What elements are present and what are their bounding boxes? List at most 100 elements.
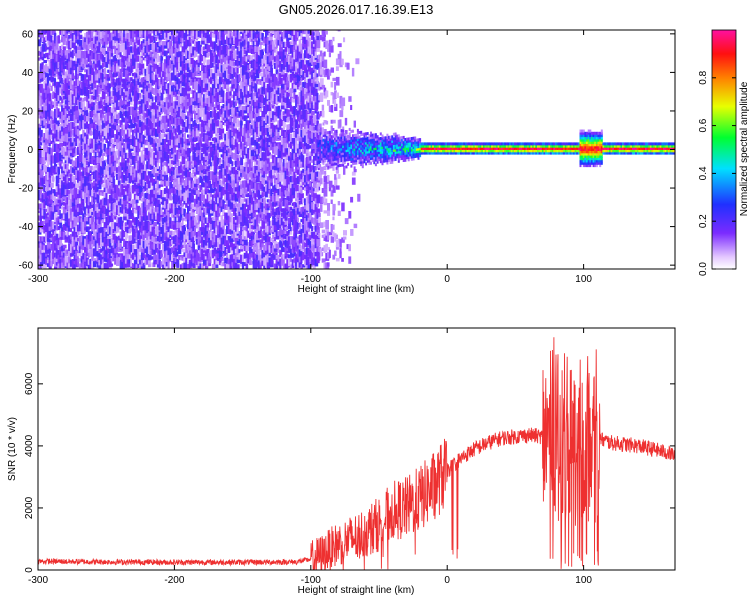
spectrogram-noise-cell <box>55 54 58 62</box>
spectrogram-noise-cell <box>62 210 67 220</box>
spectrogram-noise-cell <box>66 149 69 155</box>
spectrogram-noise-cell <box>50 35 54 43</box>
spectrogram-noise-cell <box>226 254 229 258</box>
spectrogram-noise-cell <box>103 48 106 56</box>
spectrogram-noise-cell <box>48 193 52 202</box>
spectrogram-noise-cell <box>48 155 52 162</box>
spectrogram-noise-cell <box>69 128 73 138</box>
spectrogram-noise-cell <box>45 197 49 204</box>
spectrogram-noise-cell <box>62 244 67 249</box>
spectrogram-noise-cell <box>128 100 131 104</box>
spectrogram-noise-cell <box>71 212 75 221</box>
spectrogram-noise-cell <box>75 203 79 210</box>
spectrogram-noise-cell <box>50 39 54 46</box>
spectrogram-noise-cell <box>48 147 52 155</box>
spectrogram-noise-cell <box>54 157 57 165</box>
spectrogram-noise-cell <box>45 90 48 98</box>
spectrogram-noise-cell <box>69 102 74 110</box>
spectrogram-noise-cell <box>43 208 46 216</box>
spectrogram-noise-cell <box>82 80 87 88</box>
spectrogram-noise-cell <box>85 32 90 39</box>
spectrogram-noise-cell <box>69 165 72 172</box>
spectrogram-noise-cell <box>69 59 73 68</box>
spectrogram-noise-cell <box>52 30 56 35</box>
spectrogram-noise-cell <box>59 174 63 179</box>
spectrogram-noise-cell <box>43 185 47 193</box>
spectrogram-noise-cell <box>91 131 94 135</box>
spectrogram-noise-cell <box>181 239 184 243</box>
spectrogram-noise-cell <box>77 253 81 257</box>
spectrogram-noise-cell <box>68 130 71 138</box>
spectrogram-noise-cell <box>85 257 89 267</box>
spectrogram-noise-cell <box>229 213 233 218</box>
spectrogram-noise-cell <box>89 145 93 149</box>
spectrogram-noise-cell <box>55 177 59 187</box>
spectrogram-noise-cell <box>117 137 120 143</box>
spectrogram-noise-cell <box>82 258 86 263</box>
spectrogram-noise-cell <box>71 42 75 48</box>
spectrogram-noise-cell <box>50 233 54 238</box>
chart-title: GN05.2026.017.16.39.E13 <box>279 2 434 17</box>
spectrogram-noise-cell <box>75 189 79 198</box>
spectrogram-noise-cell <box>77 156 80 162</box>
spectrogram-noise-cell <box>85 136 89 145</box>
spectrogram-noise-cell <box>43 81 46 89</box>
spectrogram-noise-cell <box>100 133 103 141</box>
spectrogram-noise-cell <box>94 98 97 104</box>
spectrogram-noise-cell <box>85 170 89 177</box>
spectrogram-noise-cell <box>93 260 97 268</box>
spectrogram-noise-cell <box>89 103 93 110</box>
spectrogram-noise-cell <box>146 189 149 194</box>
spectrogram-noise-cell <box>222 225 225 230</box>
spectrogram-noise-cell <box>98 140 102 146</box>
spectrogram-noise-cell <box>217 225 220 235</box>
spectrogram-noise-cell <box>91 30 95 33</box>
spectrogram-noise-cell <box>66 180 70 184</box>
spectrogram-noise-cell <box>82 110 86 115</box>
spectrogram-noise-cell <box>73 95 77 104</box>
spectrogram-noise-cell <box>64 235 67 240</box>
spectrogram-noise-cell <box>96 139 100 143</box>
spectrogram-noise-cell <box>98 82 102 87</box>
spectrogram-noise-cell <box>75 110 79 120</box>
spectrogram-noise-cell <box>75 45 78 54</box>
spectrogram-noise-cell <box>41 44 45 52</box>
spectrogram-noise-cell <box>93 128 96 135</box>
spectrogram-noise-cell <box>43 133 46 140</box>
spectrogram-noise-cell <box>96 53 100 61</box>
spectrogram-noise-cell <box>98 40 101 45</box>
spectrogram-noise-cell <box>96 224 100 233</box>
spectrogram-noise-cell <box>94 40 98 48</box>
spectrogram-noise-cell <box>98 225 102 233</box>
spectrogram-noise-cell <box>100 157 103 163</box>
spectrogram-noise-cell <box>73 40 76 50</box>
spectrogram-noise-cell <box>93 248 97 257</box>
spectrogram-noise-cell <box>103 30 106 35</box>
spectrogram-noise-cell <box>151 157 154 166</box>
spectrogram-noise-cell <box>64 188 69 195</box>
spectrogram-noise-cell <box>59 259 63 263</box>
spectrogram-noise-cell <box>48 68 53 76</box>
spectrogram-noise-cell <box>64 174 68 184</box>
spectrogram-noise-cell <box>142 179 145 187</box>
spectrogram-noise-cell <box>52 165 56 173</box>
spectrogram-noise-cell <box>194 81 198 91</box>
spectrogram-noise-cell <box>84 216 88 222</box>
spectrogram-noise-cell <box>77 115 80 120</box>
spectrogram-noise-cell <box>96 124 99 131</box>
spectrogram-noise-cell <box>80 87 84 96</box>
spectrogram-noise-cell <box>89 62 93 69</box>
spectrogram-noise-cell <box>38 174 42 183</box>
spectrogram-noise-cell <box>54 190 57 196</box>
spectrogram-noise-cell <box>52 230 56 236</box>
spectrogram-noise-cell <box>85 201 89 209</box>
spectrogram-noise-cell <box>93 82 97 88</box>
spectrogram-noise-cell <box>77 197 80 202</box>
spectrogram-noise-cell <box>100 166 103 173</box>
spectrogram-noise-cell <box>62 30 66 35</box>
spectrogram-noise-cell <box>64 142 68 152</box>
spectrogram-noise-cell <box>59 179 63 185</box>
spectrogram-noise-cell <box>98 118 101 126</box>
spectrogram-noise-cell <box>75 106 79 111</box>
